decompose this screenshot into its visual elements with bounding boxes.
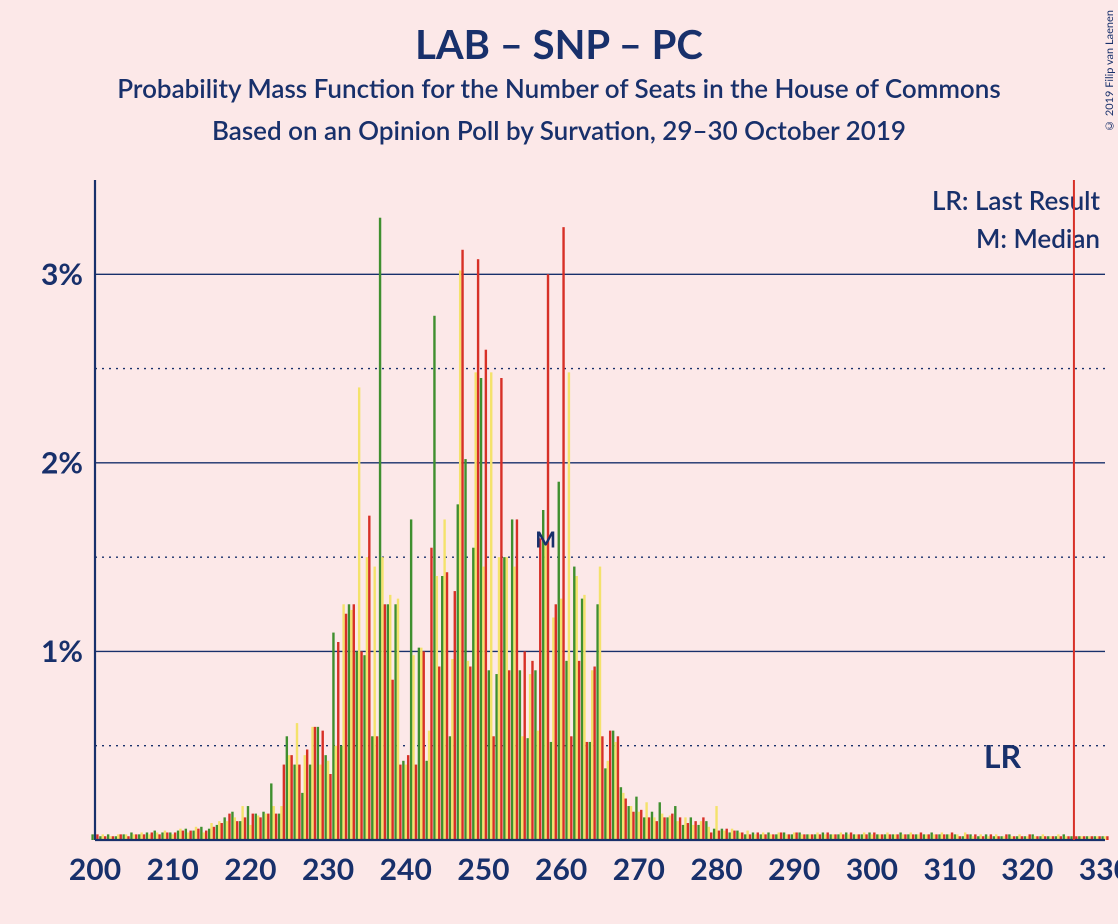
chart-subtitle-1: Probability Mass Function for the Number… <box>0 72 1118 104</box>
svg-text:320: 320 <box>1001 851 1053 887</box>
svg-text:210: 210 <box>147 851 199 887</box>
svg-text:220: 220 <box>224 851 276 887</box>
svg-text:3%: 3% <box>41 256 83 292</box>
svg-text:240: 240 <box>380 851 432 887</box>
svg-text:270: 270 <box>613 851 665 887</box>
copyright-text: © 2019 Filip van Laenen <box>1103 10 1116 132</box>
svg-text:300: 300 <box>846 851 898 887</box>
svg-text:330: 330 <box>1079 851 1118 887</box>
chart-title: LAB – SNP – PC <box>0 20 1118 68</box>
lr-axis-label: LR <box>984 736 1021 775</box>
svg-text:1%: 1% <box>41 633 83 669</box>
svg-text:200: 200 <box>69 851 121 887</box>
svg-text:280: 280 <box>690 851 742 887</box>
svg-text:M: M <box>535 526 556 553</box>
svg-text:230: 230 <box>302 851 354 887</box>
chart-plot: 1%2%3%2002102202302402502602702802903003… <box>95 180 1105 900</box>
svg-text:310: 310 <box>924 851 976 887</box>
svg-text:290: 290 <box>768 851 820 887</box>
svg-text:250: 250 <box>457 851 509 887</box>
svg-text:260: 260 <box>535 851 587 887</box>
svg-text:2%: 2% <box>41 444 83 480</box>
chart-stage: LAB – SNP – PC Probability Mass Function… <box>0 0 1118 924</box>
chart-subtitle-2: Based on an Opinion Poll by Survation, 2… <box>0 114 1118 146</box>
